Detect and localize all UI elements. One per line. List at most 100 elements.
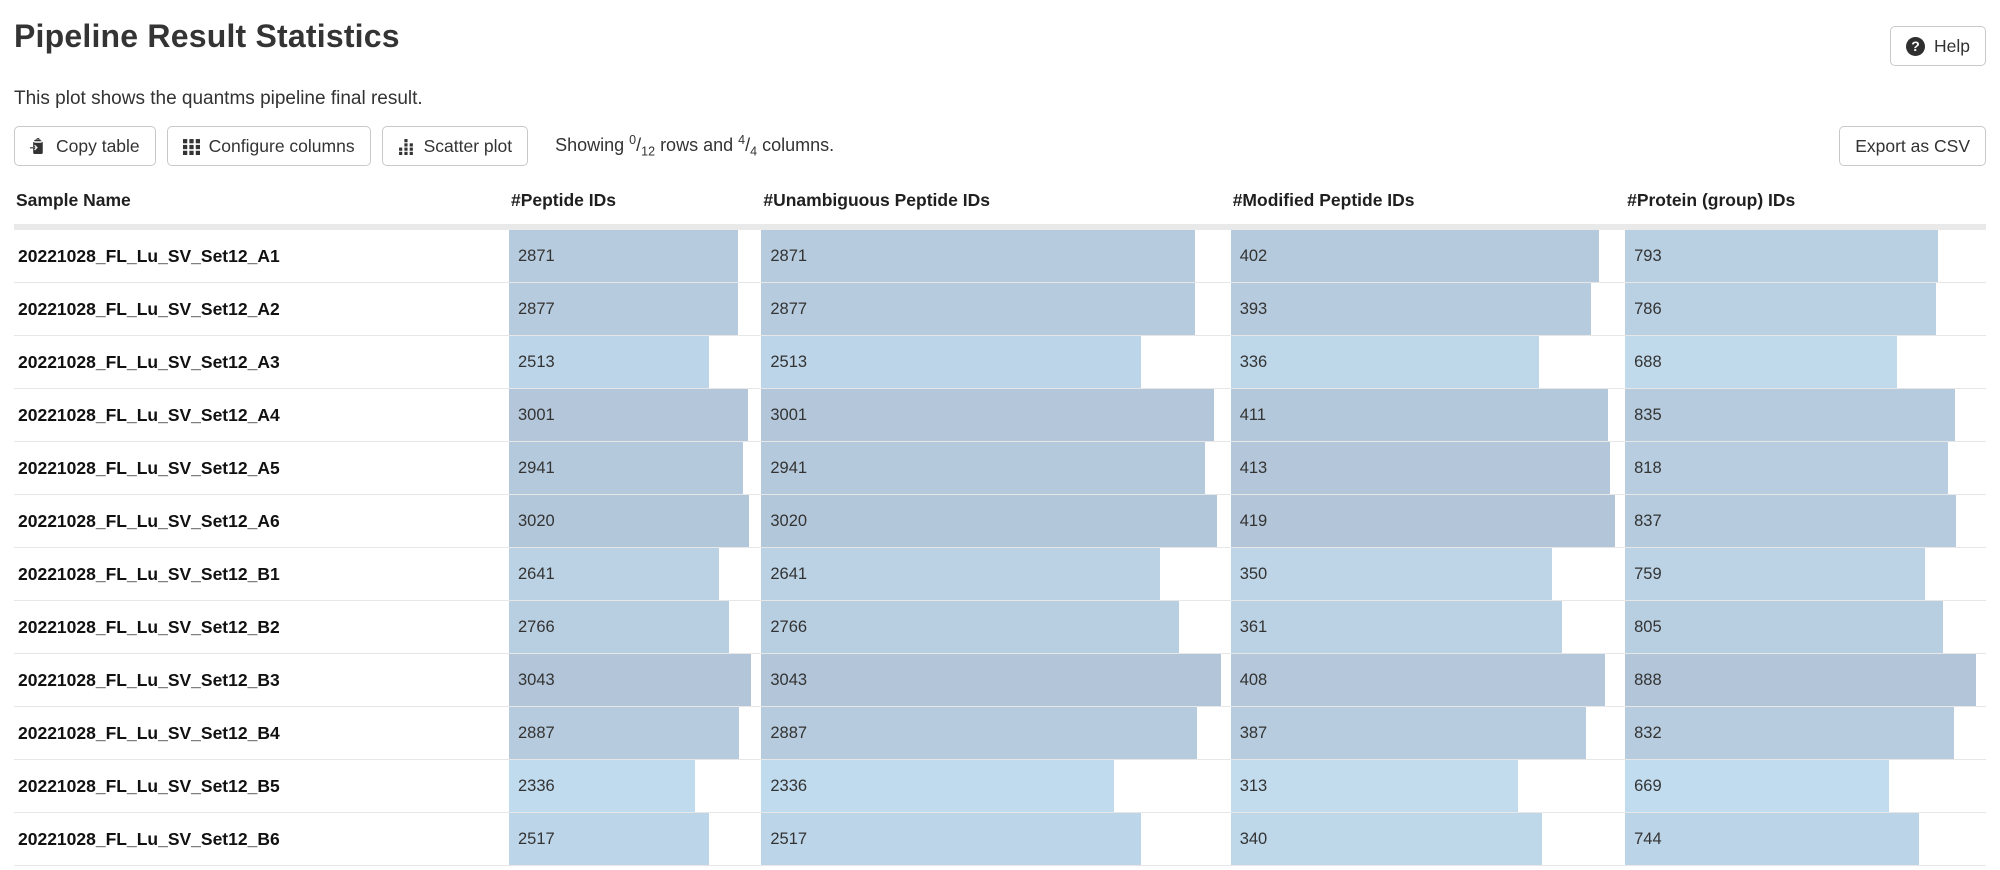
value-cell: 2941 [508,441,762,496]
table-row: 20221028_FL_Lu_SV_Set12_B5 2336 2336 313 669 [14,759,1986,814]
value-cell: 744 [1625,812,1986,867]
column-header-protein-group-ids[interactable]: #Protein (group) IDs [1625,178,1986,231]
showing-prefix: Showing [555,135,625,156]
value-bar: 3001 [508,389,748,442]
value-cell: 402 [1230,227,1626,284]
value-cell: 361 [1230,600,1626,655]
value-cell: 669 [1625,759,1986,814]
table-row: 20221028_FL_Lu_SV_Set12_A5 2941 2941 413 818 [14,441,1986,496]
value-cell: 2877 [761,282,1231,337]
column-header-modified-peptide-ids[interactable]: #Modified Peptide IDs [1230,178,1626,231]
value-cell: 2871 [508,227,762,284]
page-title: Pipeline Result Statistics [14,18,400,54]
value-cell: 2877 [508,282,762,337]
value-bar: 818 [1625,442,1949,495]
question-mark-icon: ? [1906,36,1925,56]
column-header-sample-name[interactable]: Sample Name [14,178,509,231]
grid-icon [182,138,200,155]
value-bar: 669 [1625,760,1890,813]
value-bar: 313 [1230,760,1518,813]
value-cell: 408 [1230,653,1626,708]
configure-columns-button[interactable]: Configure columns [166,126,371,167]
sample-name-cell: 20221028_FL_Lu_SV_Set12_A3 [14,335,509,390]
value-bar: 744 [1625,813,1920,866]
table-row: 20221028_FL_Lu_SV_Set12_B3 3043 3043 408 888 [14,653,1986,708]
scatter-plot-label: Scatter plot [423,136,513,157]
value-bar: 835 [1625,389,1955,442]
value-cell: 340 [1230,812,1626,867]
value-bar: 2513 [761,336,1141,389]
sample-name-cell: 20221028_FL_Lu_SV_Set12_A6 [14,494,509,549]
export-csv-button[interactable]: Export as CSV [1839,126,1986,167]
value-cell: 393 [1230,282,1626,337]
value-cell: 888 [1625,653,1986,708]
value-cell: 2871 [761,227,1231,284]
value-bar: 3043 [761,654,1221,707]
table-row: 20221028_FL_Lu_SV_Set12_A3 2513 2513 336 688 [14,335,1986,390]
value-bar: 832 [1625,707,1954,760]
scatter-plot-button[interactable]: Scatter plot [381,126,529,167]
value-cell: 818 [1625,441,1986,496]
table-row: 20221028_FL_Lu_SV_Set12_A4 3001 3001 411 835 [14,388,1986,443]
value-cell: 411 [1230,388,1626,443]
value-bar: 793 [1625,230,1939,283]
value-cell: 2641 [508,547,762,602]
value-bar: 2887 [508,707,739,760]
value-bar: 805 [1625,601,1944,654]
rows-total-count: 12 [641,144,656,159]
value-cell: 3020 [508,494,762,549]
table-toolbar: Copy table Configure columns Scatter [14,126,1986,167]
value-bar: 350 [1230,548,1552,601]
value-bar: 2871 [508,230,738,283]
help-button-label: Help [1934,36,1970,56]
value-bar: 3001 [761,389,1215,442]
value-cell: 3020 [761,494,1231,549]
sample-name-cell: 20221028_FL_Lu_SV_Set12_A4 [14,388,509,443]
value-cell: 2517 [761,812,1231,867]
sample-name-cell: 20221028_FL_Lu_SV_Set12_B1 [14,547,509,602]
sample-name-cell: 20221028_FL_Lu_SV_Set12_A5 [14,441,509,496]
column-header-peptide-ids[interactable]: #Peptide IDs [508,178,762,231]
cols-shown-count: 4 [738,133,746,148]
value-cell: 832 [1625,706,1986,761]
value-bar: 3020 [508,495,750,548]
pipeline-stats-table: Sample Name #Peptide IDs #Unambiguous Pe… [14,178,1986,867]
table-row: 20221028_FL_Lu_SV_Set12_A6 3020 3020 419 837 [14,494,1986,549]
value-bar: 3043 [508,654,752,707]
showing-summary: Showing 0/12 rows and 4/4 columns. [555,133,835,159]
value-cell: 350 [1230,547,1626,602]
value-bar: 2766 [761,601,1179,654]
value-bar: 2887 [761,707,1198,760]
column-header-unambiguous-peptide-ids[interactable]: #Unambiguous Peptide IDs [761,178,1231,231]
clipboard-copy-icon [30,137,47,155]
value-cell: 419 [1230,494,1626,549]
copy-table-label: Copy table [56,136,140,157]
value-bar: 2941 [508,442,744,495]
value-bar: 2941 [761,442,1206,495]
value-bar: 2871 [761,230,1195,283]
table-row: 20221028_FL_Lu_SV_Set12_B2 2766 2766 361 805 [14,600,1986,655]
value-cell: 793 [1625,227,1986,284]
value-bar: 2513 [508,336,710,389]
configure-columns-label: Configure columns [208,136,355,157]
value-bar: 786 [1625,283,1936,336]
value-bar: 387 [1230,707,1586,760]
value-cell: 2766 [508,600,762,655]
help-button[interactable]: ? Help [1890,26,1986,67]
value-bar: 688 [1625,336,1898,389]
export-csv-label: Export as CSV [1855,136,1970,157]
rows-shown-count: 0 [629,133,637,148]
value-bar: 393 [1230,283,1592,336]
value-bar: 2517 [761,813,1142,866]
table-row: 20221028_FL_Lu_SV_Set12_A2 2877 2877 393 786 [14,282,1986,337]
copy-table-button[interactable]: Copy table [14,126,156,167]
sample-name-cell: 20221028_FL_Lu_SV_Set12_A1 [14,227,509,284]
value-cell: 2641 [761,547,1231,602]
scatter-plot-icon [398,138,415,155]
value-cell: 2887 [508,706,762,761]
value-bar: 402 [1230,230,1600,283]
value-cell: 3043 [508,653,762,708]
value-bar: 336 [1230,336,1539,389]
value-bar: 2517 [508,813,710,866]
